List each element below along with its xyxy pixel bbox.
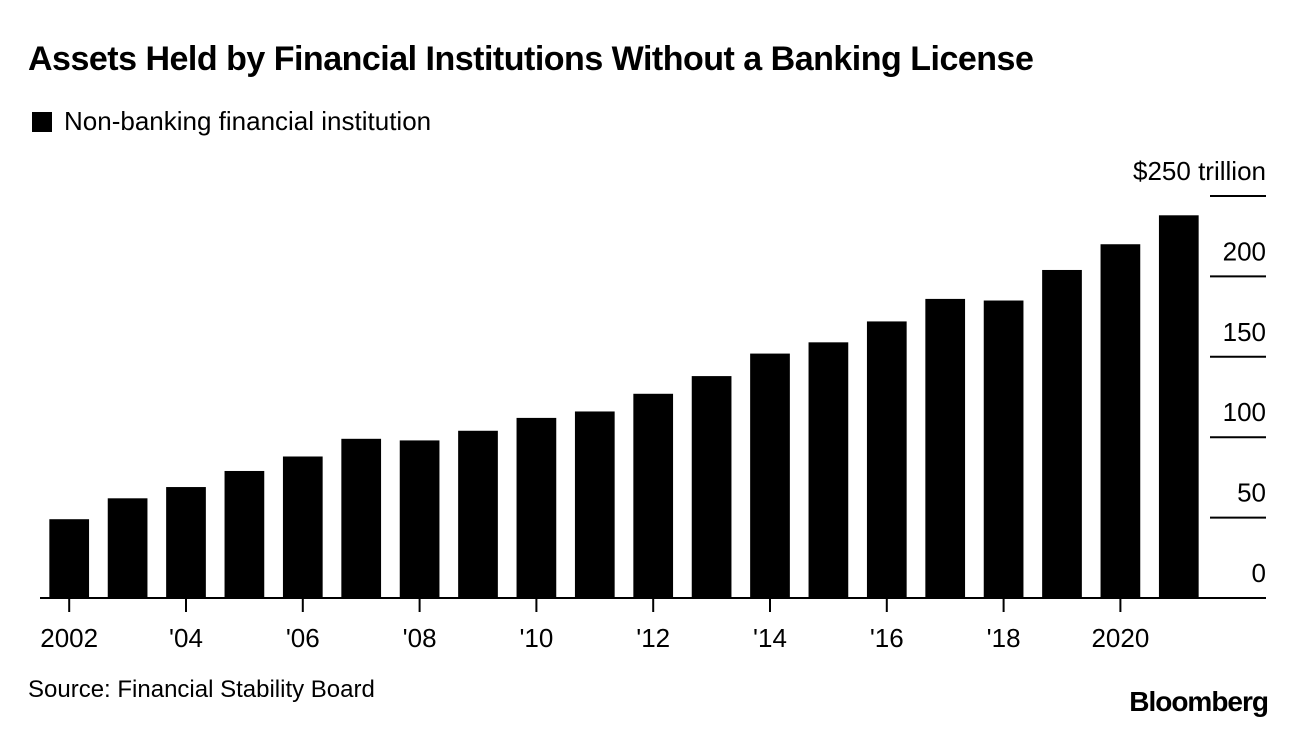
bar — [750, 353, 790, 598]
bar — [341, 438, 382, 598]
bar — [1158, 215, 1199, 598]
x-tick-label: '04 — [169, 623, 203, 653]
bar — [399, 440, 440, 598]
x-tick-label: '14 — [753, 623, 787, 653]
source-note: Source: Financial Stability Board — [28, 676, 375, 703]
bar — [983, 300, 1024, 598]
y-tick-label: 100 — [1223, 397, 1266, 427]
bar — [808, 342, 849, 598]
legend: Non-banking financial institution — [32, 106, 431, 137]
x-tick-label: '10 — [519, 623, 553, 653]
y-tick-label: 200 — [1223, 236, 1266, 266]
x-tick-label: '08 — [403, 623, 437, 653]
x-tick-label: '06 — [286, 623, 320, 653]
x-tick-label: '12 — [636, 623, 670, 653]
bar — [224, 470, 265, 598]
legend-swatch — [32, 111, 52, 132]
y-tick-label: 50 — [1237, 478, 1266, 508]
y-tick-label: $250 trillion — [1133, 156, 1266, 186]
bar — [633, 393, 674, 598]
bloomberg-logo: Bloomberg — [1129, 686, 1269, 717]
bar — [107, 498, 148, 598]
bar — [574, 411, 615, 598]
bar — [1100, 244, 1141, 599]
bar — [166, 487, 206, 598]
bar — [282, 456, 323, 598]
y-tick-label: 0 — [1252, 558, 1266, 588]
bar — [516, 417, 557, 598]
bar — [691, 376, 732, 598]
bar — [925, 298, 966, 598]
x-tick-label: 2020 — [1091, 623, 1149, 653]
chart-title: Assets Held by Financial Institutions Wi… — [28, 40, 1034, 78]
x-tick-label: 2002 — [40, 623, 98, 653]
x-tick-label: '16 — [870, 623, 904, 653]
bar — [458, 430, 498, 598]
x-tick-label: '18 — [987, 623, 1021, 653]
y-tick-label: 150 — [1223, 317, 1266, 347]
legend-label: Non-banking financial institution — [64, 106, 432, 136]
bar — [49, 519, 90, 598]
bar — [1042, 269, 1082, 598]
bar — [866, 321, 907, 598]
